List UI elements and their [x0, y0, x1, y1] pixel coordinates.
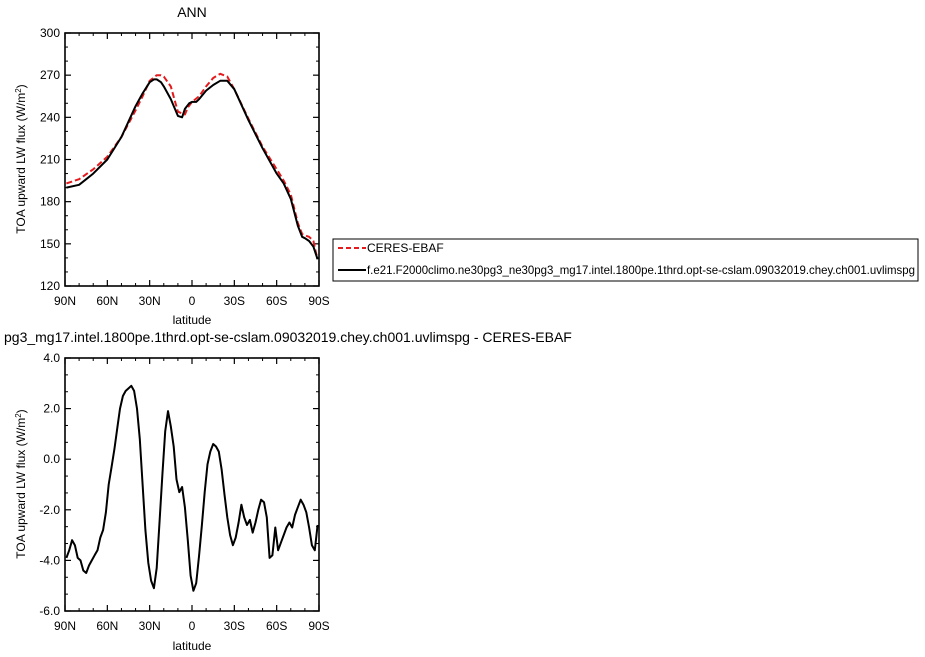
top-xtick-label: 60N	[96, 294, 118, 308]
top-ytick-label: 300	[40, 26, 60, 40]
top-series-line-ceres-ebaf	[66, 72, 319, 259]
legend-label-ceres: CERES-EBAF	[367, 241, 444, 255]
legend: CERES-EBAF f.e21.F2000climo.ne30pg3_ne30…	[332, 238, 919, 282]
bottom-series-line-difference	[65, 384, 319, 592]
top-y-axis: 120 150 180 210 240 270 300	[40, 26, 319, 293]
bottom-ytick-label: 2.0	[43, 402, 60, 416]
top-ytick-label: 120	[40, 279, 60, 293]
bottom-xtick-label: 0	[189, 619, 196, 633]
bottom-xtick-label: 90S	[308, 619, 329, 633]
bottom-xtick-label: 60N	[96, 619, 118, 633]
top-ytick-label: 240	[40, 110, 60, 124]
top-xtick-label: 30N	[139, 294, 161, 308]
top-x-axis-label: latitude	[173, 313, 212, 327]
top-ytick-label: 150	[40, 237, 60, 251]
top-series-line-model	[66, 78, 319, 260]
legend-label-model: f.e21.F2000climo.ne30pg3_ne30pg3_mg17.in…	[367, 263, 915, 277]
bottom-ytick-label: -2.0	[39, 503, 60, 517]
bottom-ytick-label: 0.0	[43, 452, 60, 466]
top-y-axis-label: TOA upward LW flux (W/m2)	[14, 84, 28, 233]
bottom-chart-title: pg3_mg17.intel.1800pe.1thrd.opt-se-cslam…	[4, 329, 572, 345]
top-x-axis: 90N 60N 30N 0 30S 60S 90S	[54, 33, 330, 308]
top-xtick-label: 60S	[266, 294, 287, 308]
top-xtick-label: 0	[189, 294, 196, 308]
top-xtick-label: 90S	[308, 294, 329, 308]
top-xtick-label: 30S	[224, 294, 245, 308]
top-ytick-label: 180	[40, 195, 60, 209]
bottom-y-axis-label: TOA upward LW flux (W/m2)	[14, 409, 28, 558]
top-ytick-label: 210	[40, 153, 60, 167]
bottom-panel: pg3_mg17.intel.1800pe.1thrd.opt-se-cslam…	[4, 329, 572, 653]
bottom-series-lines	[65, 384, 319, 592]
bottom-ytick-label: 4.0	[43, 351, 60, 365]
bottom-xtick-label: 60S	[266, 619, 287, 633]
bottom-x-axis-label: latitude	[173, 639, 212, 653]
bottom-ytick-label: -6.0	[39, 604, 60, 618]
bottom-xtick-label: 30N	[139, 619, 161, 633]
bottom-plot-frame	[64, 357, 320, 612]
top-xtick-label: 90N	[54, 294, 76, 308]
top-ytick-label: 270	[40, 68, 60, 82]
top-series-lines	[66, 72, 319, 260]
bottom-xtick-label: 30S	[224, 619, 245, 633]
bottom-xtick-label: 90N	[54, 619, 76, 633]
bottom-ytick-label: -4.0	[39, 553, 60, 567]
bottom-x-axis: 90N 60N 30N 0 30S 60S 90S	[54, 358, 330, 633]
bottom-y-axis: -6.0 -4.0 -2.0 0.0 2.0 4.0	[39, 351, 319, 618]
top-chart-title: ANN	[177, 4, 207, 20]
legend-box	[332, 238, 919, 282]
top-plot-frame	[64, 32, 320, 287]
top-panel: ANN 120 150 180 210 240 270 300 90N 60N 30N 0 30S 6…	[14, 4, 330, 327]
